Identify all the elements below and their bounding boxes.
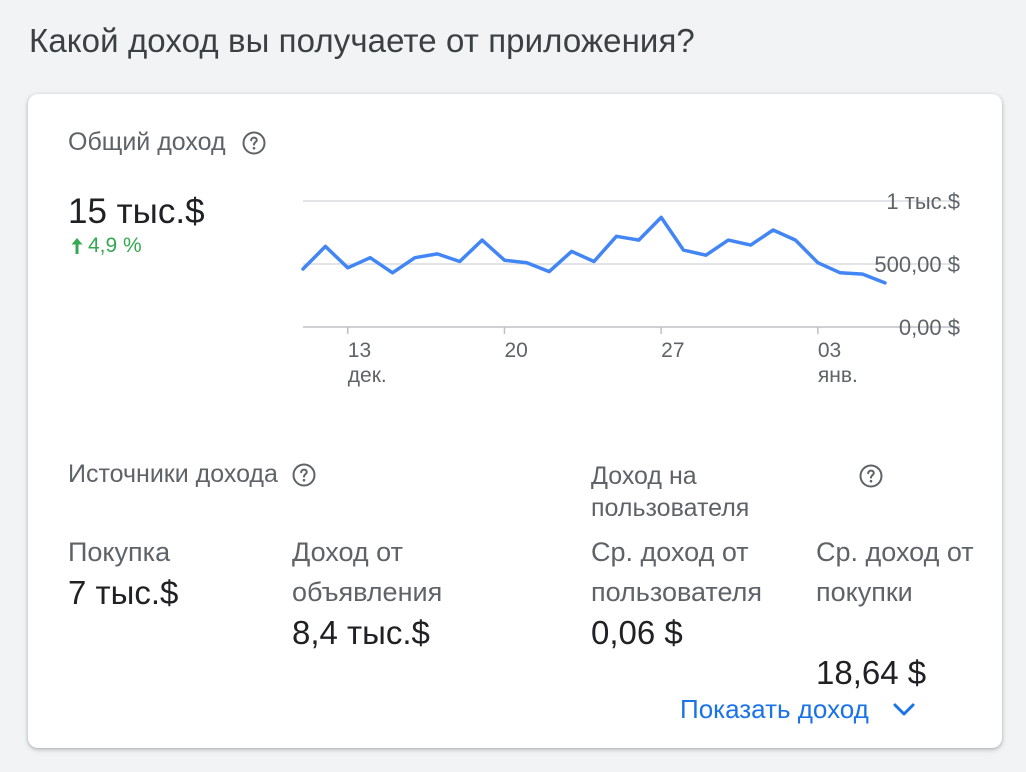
chevron-down-icon	[893, 703, 915, 715]
sources-title: Источники дохода	[68, 460, 278, 488]
avg-per-purchase-value: 18,64 $	[816, 654, 927, 691]
total-revenue-header: Общий доход	[68, 128, 266, 157]
purchase-value: 7 тыс.$	[68, 574, 179, 611]
show-revenue-button[interactable]: Показать доход	[680, 694, 915, 725]
x-tick-month-label: янв.	[818, 364, 858, 387]
purchase-label: Покупка	[68, 537, 171, 567]
x-tick-label: 20	[504, 339, 527, 362]
x-tick-label: 03	[818, 339, 841, 362]
x-tick-label: 27	[661, 339, 684, 362]
avg-per-user-label: Ср. доход от пользователя	[591, 537, 762, 607]
total-revenue-value: 15 тыс.$	[68, 192, 205, 231]
page-title: Какой доход вы получаете от приложения?	[29, 22, 695, 59]
revenue-change-value: 4,9 %	[88, 234, 142, 257]
avg-per-purchase-label: Ср. доход от покупки	[816, 537, 974, 607]
avg-per-user-value: 0,06 $	[591, 614, 683, 651]
x-tick-month-label: дек.	[348, 364, 387, 387]
total-revenue-label: Общий доход	[68, 128, 226, 156]
help-icon[interactable]	[292, 463, 316, 487]
sources-header: Источники дохода	[68, 460, 316, 489]
revenue-series-line	[301, 215, 887, 285]
y-tick-label: 500,00 $	[874, 252, 960, 277]
ad-revenue-value: 8,4 тыс.$	[292, 614, 430, 651]
ad-revenue-label: Доход от объявления	[292, 537, 443, 607]
arrow-up-icon	[71, 238, 83, 254]
y-tick-label: 1 тыс.$	[886, 189, 960, 214]
x-tick-label: 13	[348, 339, 371, 362]
help-icon[interactable]	[242, 131, 266, 155]
revenue-change: 4,9 %	[70, 234, 142, 258]
revenue-card: Общий доход 15 тыс.$ 4,9 % 13 дек. 20 27 03 я…	[28, 94, 1002, 748]
help-icon[interactable]	[859, 464, 883, 488]
y-tick-label: 0,00 $	[899, 315, 960, 340]
show-revenue-label: Показать доход	[680, 694, 869, 724]
per-user-title: Доход на пользователя	[591, 462, 750, 522]
